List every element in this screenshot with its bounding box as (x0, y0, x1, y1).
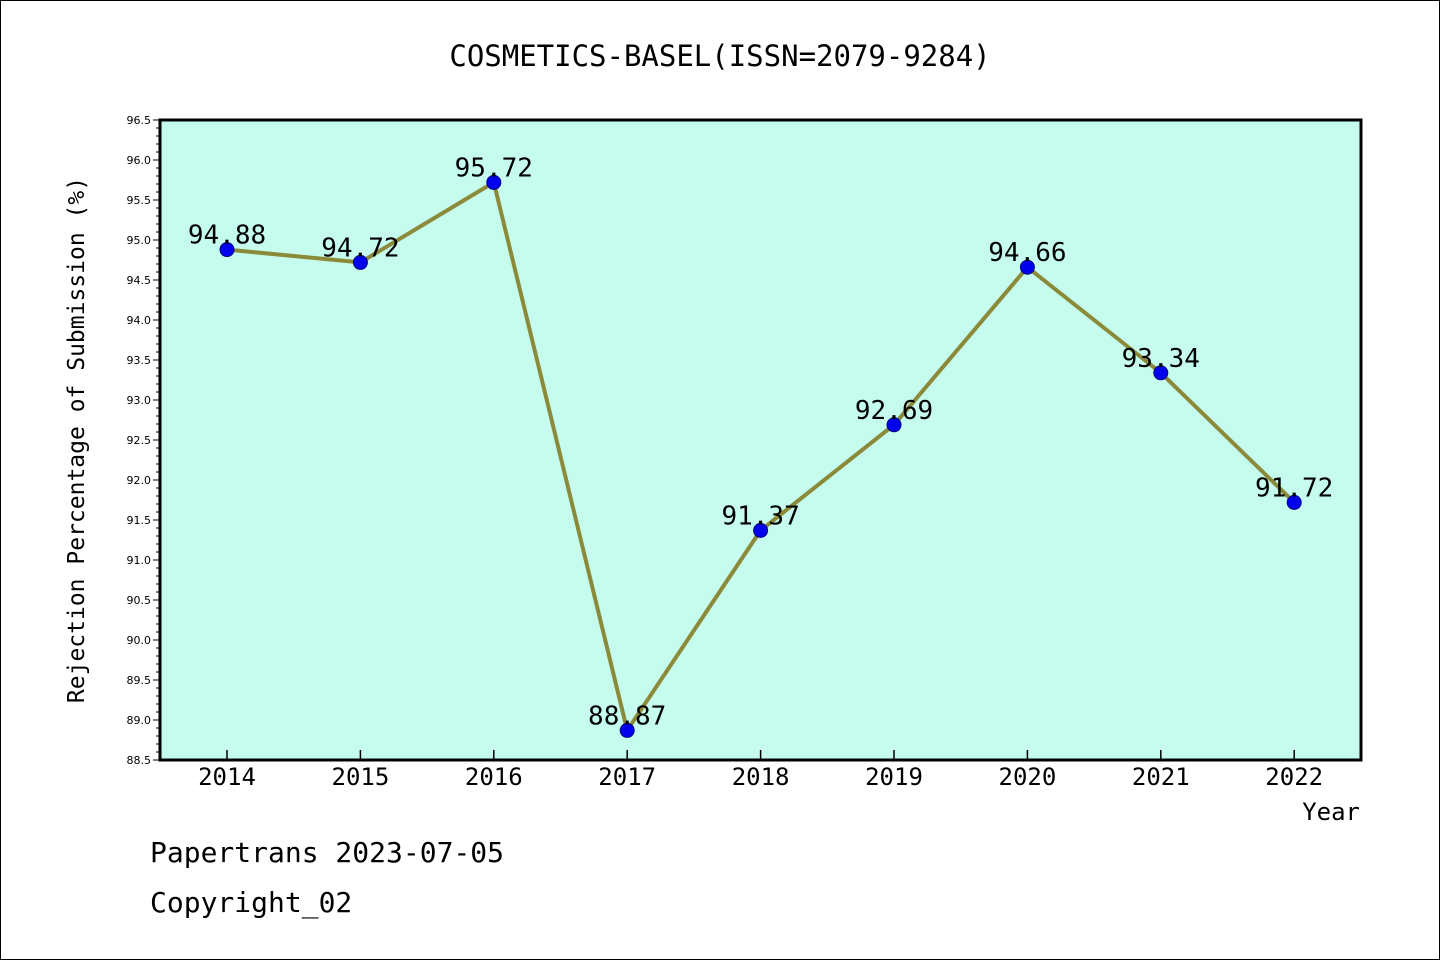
x-tick-label: 2020 (999, 763, 1057, 791)
footer-copyright-text: Copyright_02 (150, 886, 353, 919)
x-tick-label: 2017 (598, 763, 656, 791)
y-tick-label: 94.5 (127, 274, 152, 287)
data-point (352, 254, 368, 270)
y-tick-label: 96.0 (127, 154, 152, 167)
y-tick-label: 89.0 (127, 714, 152, 727)
data-label: 94.72 (321, 233, 399, 263)
data-point (1019, 259, 1035, 275)
y-tick-label: 95.0 (127, 234, 152, 247)
x-axis: 2014 2015 2016 2017 2018 2019 2020 2021 2022 (198, 750, 1323, 791)
y-tick-label: 88.5 (127, 754, 152, 767)
data-label: 91.72 (1255, 473, 1333, 503)
y-tick-label: 90.0 (127, 634, 152, 647)
data-label: 93.34 (1122, 344, 1200, 374)
x-axis-label: Year (1302, 798, 1360, 826)
y-tick-label: 95.5 (127, 194, 152, 207)
y-tick-label: 93.0 (127, 394, 152, 407)
data-point (753, 522, 769, 538)
y-tick-label: 91.0 (127, 554, 152, 567)
data-label: 88.87 (588, 701, 666, 731)
plot-area (158, 118, 1363, 762)
x-tick-label: 2022 (1265, 763, 1323, 791)
x-tick-label: 2021 (1132, 763, 1190, 791)
x-tick-label: 2014 (198, 763, 256, 791)
footer-date-text: Papertrans 2023-07-05 (150, 836, 505, 869)
data-point (219, 242, 235, 258)
data-label: 95.72 (455, 153, 533, 183)
data-label: 94.66 (988, 238, 1066, 268)
y-tick-label: 91.5 (127, 514, 152, 527)
data-point (486, 174, 502, 190)
x-tick-label: 2015 (332, 763, 390, 791)
y-tick-label: 96.5 (127, 114, 152, 127)
y-axis-label: Rejection Percentage of Submission (%) (64, 177, 90, 703)
y-tick-label: 93.5 (127, 354, 152, 367)
data-point (886, 417, 902, 433)
y-tick-label: 90.5 (127, 594, 152, 607)
x-tick-label: 2016 (465, 763, 523, 791)
x-tick-label: 2019 (865, 763, 923, 791)
data-label: 94.88 (188, 221, 266, 251)
x-tick-label: 2018 (732, 763, 790, 791)
y-axis: 88.5 89.0 89.5 90.0 90.5 91.0 91.5 92.0 92.5 93.0… (127, 114, 160, 767)
y-tick-label: 92.0 (127, 474, 152, 487)
y-tick-label: 92.5 (127, 434, 152, 447)
data-point (619, 722, 635, 738)
chart-title: COSMETICS-BASEL(ISSN=2079-9284) (449, 39, 990, 73)
data-point (1153, 365, 1169, 381)
data-label: 91.37 (721, 501, 799, 531)
y-tick-label: 94.0 (127, 314, 152, 327)
y-tick-label: 89.5 (127, 674, 152, 687)
data-label: 92.69 (855, 396, 933, 426)
series-group: 94.88 94.72 95.72 88.87 91.37 92.69 94.66 93.34… (188, 153, 1333, 738)
data-point (1286, 494, 1302, 510)
